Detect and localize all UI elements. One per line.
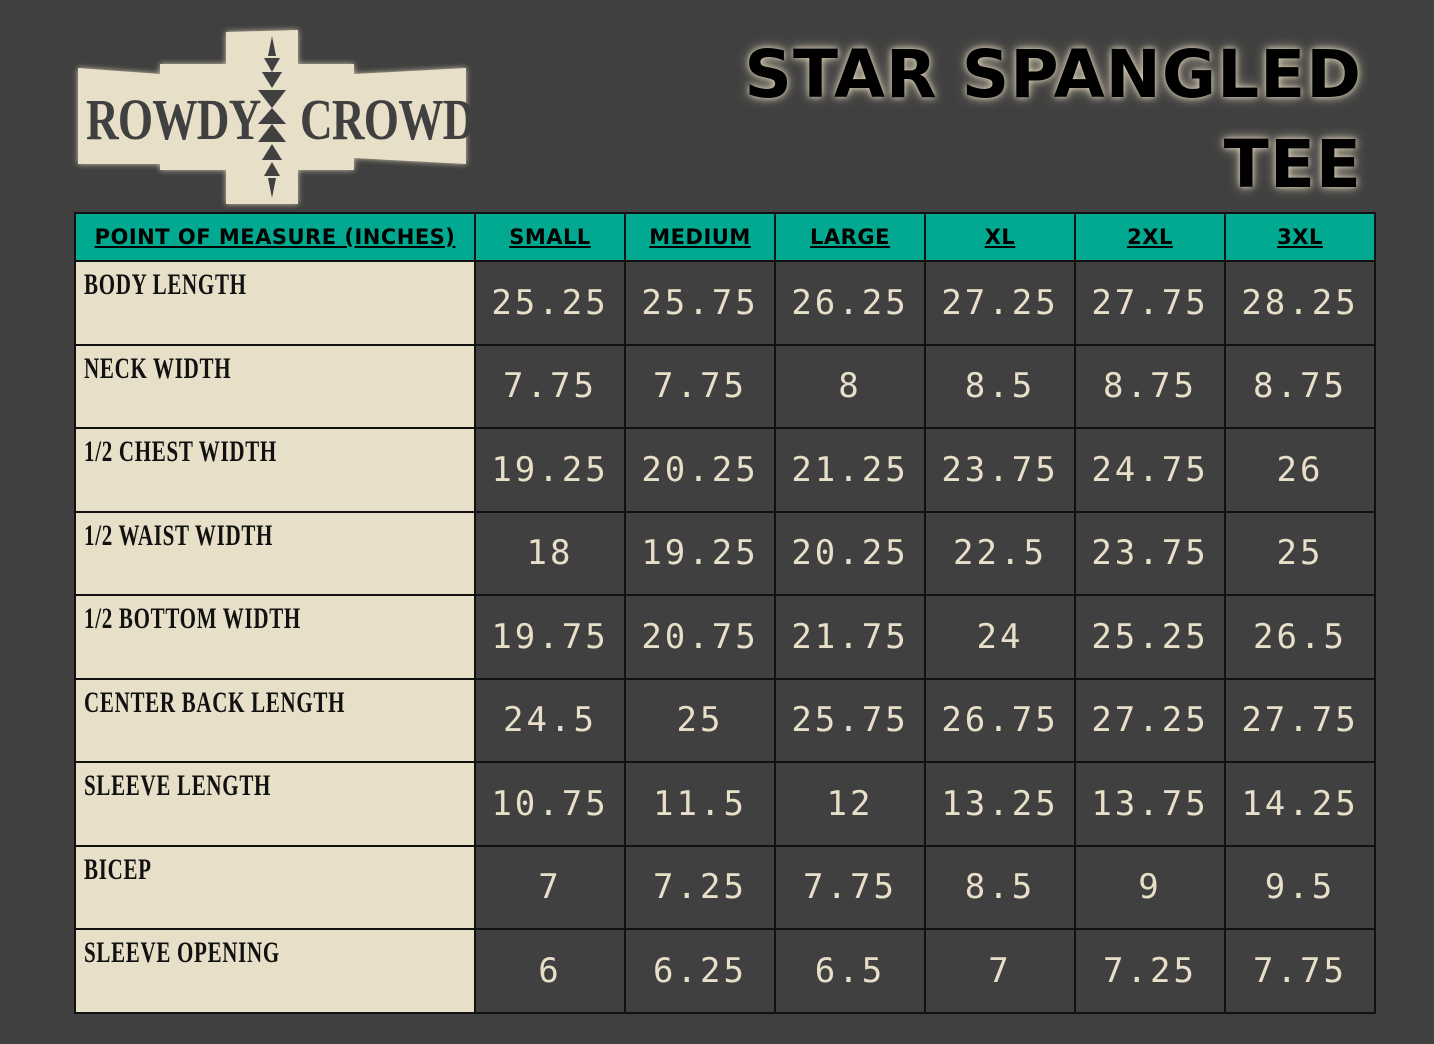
measure-value: 24.75	[1074, 427, 1226, 513]
header-size: SMALL	[474, 212, 626, 262]
measure-value: 9.5	[1224, 844, 1376, 930]
measure-label: SLEEVE OPENING	[84, 936, 280, 969]
table-row: 1/2 BOTTOM WIDTH 19.75 20.75 21.75 24 25.25 26…	[74, 594, 1376, 680]
page-title: STAR SPANGLED TEE	[744, 30, 1362, 210]
measure-value: 7.25	[624, 844, 776, 930]
measure-value: 27.25	[1074, 677, 1226, 763]
measure-value: 7	[924, 928, 1076, 1014]
measure-value: 7.75	[774, 844, 926, 930]
measure-value: 7	[474, 844, 626, 930]
measure-value: 6.25	[624, 928, 776, 1014]
measure-value: 8	[774, 343, 926, 429]
measure-value: 7.25	[1074, 928, 1226, 1014]
measure-label-cell: NECK WIDTH	[74, 343, 476, 429]
measure-value: 13.75	[1074, 761, 1226, 847]
measure-value: 10.75	[474, 761, 626, 847]
measure-label: CENTER BACK LENGTH	[84, 685, 346, 719]
measure-value: 26.25	[774, 260, 926, 346]
measure-value: 12	[774, 761, 926, 847]
measure-value: 22.5	[924, 510, 1076, 596]
measure-value: 26.75	[924, 677, 1076, 763]
size-chart-table: POINT OF MEASURE (INCHES) SMALL MEDIUM LARG…	[74, 212, 1376, 1014]
measure-value: 25.25	[474, 260, 626, 346]
measure-value: 21.25	[774, 427, 926, 513]
measure-value: 24	[924, 594, 1076, 680]
logo-word-right: CROWD	[300, 87, 475, 152]
header-size: LARGE	[774, 212, 926, 262]
measure-value: 26.5	[1224, 594, 1376, 680]
measure-label: 1/2 BOTTOM WIDTH	[84, 602, 301, 635]
logo-word-left: ROWDY	[86, 87, 261, 152]
measure-value: 13.25	[924, 761, 1076, 847]
measure-label: NECK WIDTH	[84, 351, 232, 385]
measure-value: 7.75	[1224, 928, 1376, 1014]
header-size: 2XL	[1074, 212, 1226, 262]
measure-value: 25	[624, 677, 776, 763]
measure-label-cell: SLEEVE OPENING	[74, 928, 476, 1014]
measure-value: 21.75	[774, 594, 926, 680]
measure-value: 23.75	[1074, 510, 1226, 596]
table-row: 1/2 WAIST WIDTH 18 19.25 20.25 22.5 23.75 25	[74, 510, 1376, 596]
measure-value: 7.75	[624, 343, 776, 429]
measure-value: 27.25	[924, 260, 1076, 346]
measure-label-cell: SLEEVE LENGTH	[74, 761, 476, 847]
measure-value: 19.25	[474, 427, 626, 513]
measure-value: 20.25	[774, 510, 926, 596]
measure-label: 1/2 CHEST WIDTH	[84, 435, 277, 468]
measure-value: 23.75	[924, 427, 1076, 513]
measure-value: 25.25	[1074, 594, 1226, 680]
table-row: SLEEVE LENGTH 10.75 11.5 12 13.25 13.75 14.25	[74, 761, 1376, 847]
measure-value: 20.25	[624, 427, 776, 513]
measure-label-cell: 1/2 BOTTOM WIDTH	[74, 594, 476, 680]
measure-label-cell: 1/2 CHEST WIDTH	[74, 427, 476, 513]
measure-value: 9	[1074, 844, 1226, 930]
measure-value: 6.5	[774, 928, 926, 1014]
logo-plate-icon	[78, 30, 466, 204]
measure-value: 26	[1224, 427, 1376, 513]
header-size: 3XL	[1224, 212, 1376, 262]
table-row: 1/2 CHEST WIDTH 19.25 20.25 21.25 23.75 24.75…	[74, 427, 1376, 513]
table-row: CENTER BACK LENGTH 24.5 25 25.75 26.75 27.25 2…	[74, 677, 1376, 763]
table-row: BODY LENGTH 25.25 25.75 26.25 27.25 27.75 28.2…	[74, 260, 1376, 346]
table-row: SLEEVE OPENING 6 6.25 6.5 7 7.25 7.75	[74, 928, 1376, 1014]
measure-value: 19.75	[474, 594, 626, 680]
measure-value: 25.75	[774, 677, 926, 763]
measure-value: 18	[474, 510, 626, 596]
measure-label: SLEEVE LENGTH	[84, 769, 272, 802]
table-row: NECK WIDTH 7.75 7.75 8 8.5 8.75 8.75	[74, 343, 1376, 429]
measure-value: 25.75	[624, 260, 776, 346]
measure-value: 27.75	[1224, 677, 1376, 763]
measure-value: 6	[474, 928, 626, 1014]
measure-value: 19.25	[624, 510, 776, 596]
measure-value: 27.75	[1074, 260, 1226, 346]
measure-value: 8.75	[1074, 343, 1226, 429]
measure-value: 14.25	[1224, 761, 1376, 847]
measure-label-cell: BODY LENGTH	[74, 260, 476, 346]
measure-label-cell: 1/2 WAIST WIDTH	[74, 510, 476, 596]
measure-value: 7.75	[474, 343, 626, 429]
measure-value: 28.25	[1224, 260, 1376, 346]
measure-label-cell: BICEP	[74, 844, 476, 930]
title-line-1: STAR SPANGLED	[744, 36, 1362, 113]
header-row: POINT OF MEASURE (INCHES) SMALL MEDIUM LARG…	[74, 212, 1376, 262]
measure-value: 25	[1224, 510, 1376, 596]
measure-value: 8.75	[1224, 343, 1376, 429]
measure-label: 1/2 WAIST WIDTH	[84, 518, 274, 552]
table-row: BICEP 7 7.25 7.75 8.5 9 9.5	[74, 844, 1376, 930]
measure-value: 11.5	[624, 761, 776, 847]
title-line-2: TEE	[1223, 126, 1362, 203]
measure-label: BODY LENGTH	[84, 268, 247, 301]
measure-value: 20.75	[624, 594, 776, 680]
header-size: XL	[924, 212, 1076, 262]
measure-value: 24.5	[474, 677, 626, 763]
measure-label-cell: CENTER BACK LENGTH	[74, 677, 476, 763]
measure-value: 8.5	[924, 844, 1076, 930]
header-size: MEDIUM	[624, 212, 776, 262]
rowdy-crowd-logo: ROWDY CROWD	[78, 28, 475, 206]
measure-label: BICEP	[84, 852, 152, 886]
measure-value: 8.5	[924, 343, 1076, 429]
header-point-of-measure: POINT OF MEASURE (INCHES)	[74, 212, 476, 262]
